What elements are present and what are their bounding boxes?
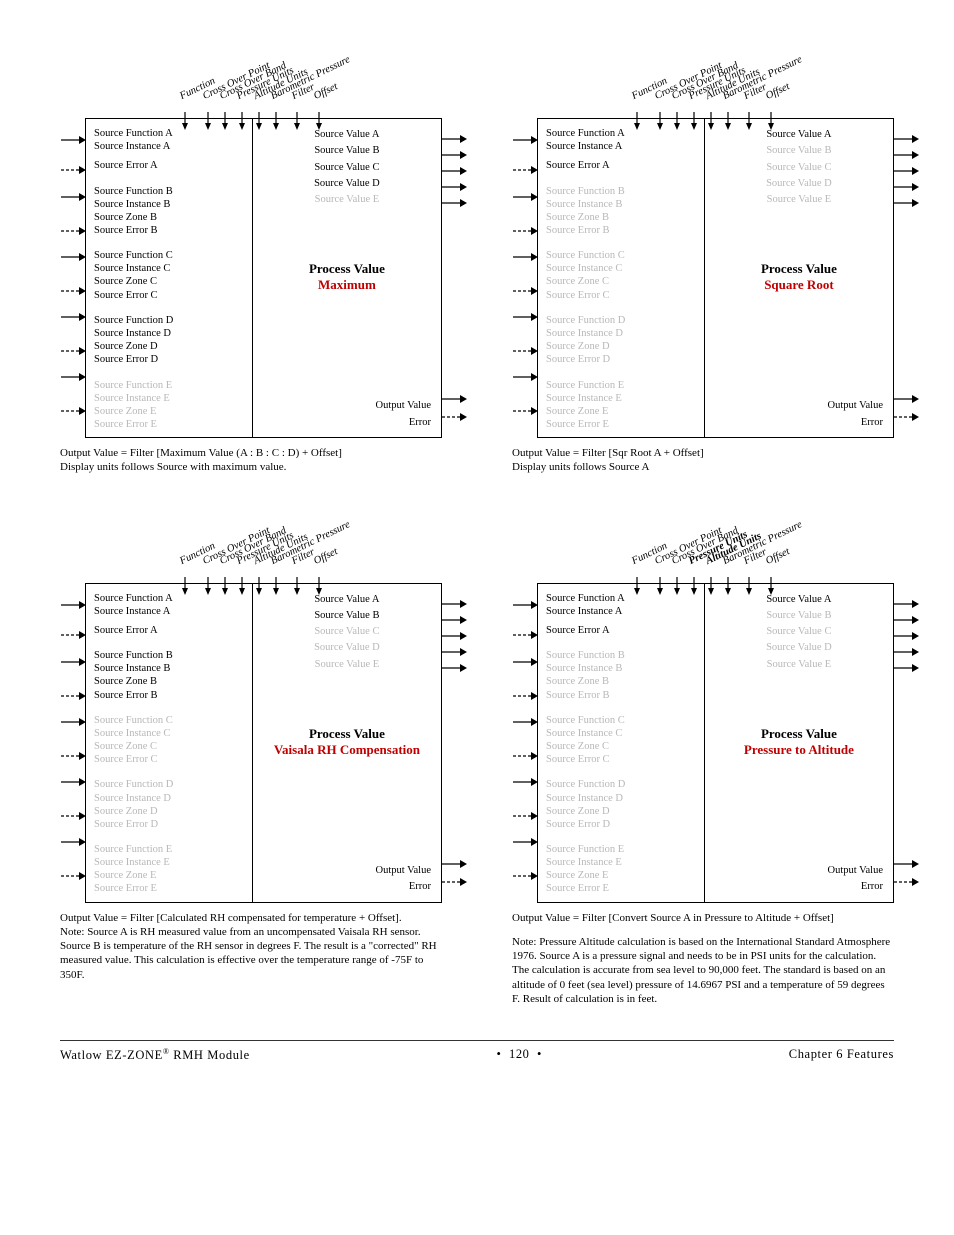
diagram-block: FunctionCross Over PointCross Over BandP… [512, 40, 894, 475]
header-labels: FunctionCross Over PointCross Over BandP… [540, 505, 894, 583]
source-column: Source Function ASource Instance ASource… [86, 119, 253, 437]
source-group-C: Source Function CSource Instance CSource… [94, 249, 246, 302]
source-group-C: Source Function CSource Instance CSource… [546, 714, 698, 767]
diagram-box: Source Function ASource Instance ASource… [537, 583, 894, 903]
outputs: Output ValueError [259, 398, 435, 431]
block-caption: Output Value = Filter [Convert Source A … [512, 911, 894, 1007]
footer-center: • 120 • [497, 1047, 542, 1063]
source-group-D: Source Function DSource Instance DSource… [546, 778, 698, 831]
diagram-block: FunctionCross Over PointCross Over BandP… [512, 505, 894, 1007]
source-group-C: Source Function CSource Instance CSource… [546, 249, 698, 302]
source-group-B: Source Function BSource Instance BSource… [94, 185, 246, 238]
diagram-block: FunctionCross Over PointCross Over BandP… [60, 505, 442, 1007]
diagram-block: FunctionCross Over PointCross Over BandP… [60, 40, 442, 475]
source-values: Source Value ASource Value BSource Value… [711, 592, 887, 673]
source-group-E: Source Function ESource Instance ESource… [94, 843, 246, 896]
source-group-D: Source Function DSource Instance DSource… [94, 778, 246, 831]
source-group-E: Source Function ESource Instance ESource… [546, 379, 698, 432]
source-column: Source Function ASource Instance ASource… [538, 119, 705, 437]
source-column: Source Function ASource Instance ASource… [86, 584, 253, 902]
footer-right: Chapter 6 Features [789, 1047, 894, 1063]
process-value-label: Process ValueVaisala RH Compensation [259, 726, 435, 758]
left-input-arrows [60, 119, 86, 437]
outputs: Output ValueError [259, 863, 435, 896]
source-group-B: Source Function BSource Instance BSource… [546, 185, 698, 238]
block-caption: Output Value = Filter [Calculated RH com… [60, 911, 442, 982]
diagram-box: Source Function ASource Instance ASource… [537, 118, 894, 438]
value-column: Source Value ASource Value BSource Value… [253, 119, 441, 437]
outputs: Output ValueError [711, 863, 887, 896]
left-input-arrows [512, 584, 538, 902]
source-values: Source Value ASource Value BSource Value… [711, 127, 887, 208]
value-column: Source Value ASource Value BSource Value… [253, 584, 441, 902]
right-output-arrows [441, 119, 467, 437]
left-input-arrows [512, 119, 538, 437]
source-values: Source Value ASource Value BSource Value… [259, 127, 435, 208]
right-output-arrows [441, 584, 467, 902]
source-group-B: Source Function BSource Instance BSource… [94, 649, 246, 702]
process-value-label: Process ValueMaximum [259, 261, 435, 293]
right-output-arrows [893, 119, 919, 437]
source-group-A: Source Function ASource Instance ASource… [94, 592, 246, 637]
page-footer: Watlow EZ-ZONE® RMH Module • 120 • Chapt… [60, 1040, 894, 1063]
source-group-D: Source Function DSource Instance DSource… [546, 314, 698, 367]
source-column: Source Function ASource Instance ASource… [538, 584, 705, 902]
block-caption: Output Value = Filter [Maximum Value (A … [60, 446, 442, 475]
diagram-box: Source Function ASource Instance ASource… [85, 118, 442, 438]
source-group-A: Source Function ASource Instance ASource… [546, 592, 698, 637]
block-caption: Output Value = Filter [Sqr Root A + Offs… [512, 446, 894, 475]
source-group-E: Source Function ESource Instance ESource… [94, 379, 246, 432]
header-labels: FunctionCross Over PointCross Over BandP… [540, 40, 894, 118]
source-group-B: Source Function BSource Instance BSource… [546, 649, 698, 702]
source-group-C: Source Function CSource Instance CSource… [94, 714, 246, 767]
source-group-D: Source Function DSource Instance DSource… [94, 314, 246, 367]
diagram-box: Source Function ASource Instance ASource… [85, 583, 442, 903]
footer-left: Watlow EZ-ZONE® RMH Module [60, 1047, 250, 1063]
source-values: Source Value ASource Value BSource Value… [259, 592, 435, 673]
value-column: Source Value ASource Value BSource Value… [705, 584, 893, 902]
process-value-label: Process ValueSquare Root [711, 261, 887, 293]
source-group-E: Source Function ESource Instance ESource… [546, 843, 698, 896]
header-labels: FunctionCross Over PointCross Over BandP… [88, 505, 442, 583]
right-output-arrows [893, 584, 919, 902]
outputs: Output ValueError [711, 398, 887, 431]
value-column: Source Value ASource Value BSource Value… [705, 119, 893, 437]
source-group-A: Source Function ASource Instance ASource… [546, 127, 698, 172]
source-group-A: Source Function ASource Instance ASource… [94, 127, 246, 172]
process-value-label: Process ValuePressure to Altitude [711, 726, 887, 758]
header-labels: FunctionCross Over PointCross Over BandP… [88, 40, 442, 118]
left-input-arrows [60, 584, 86, 902]
